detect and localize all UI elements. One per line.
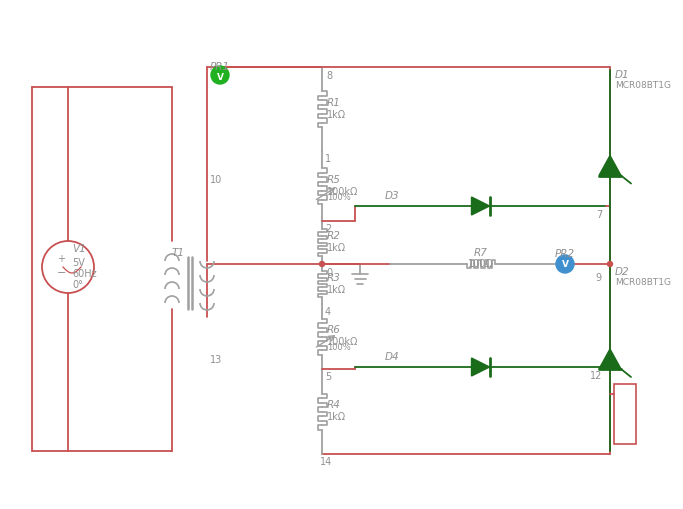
Text: 2: 2 — [325, 223, 331, 234]
Circle shape — [556, 256, 574, 273]
Text: R5: R5 — [327, 175, 341, 185]
Text: PR1: PR1 — [210, 62, 230, 72]
Text: 5V: 5V — [72, 258, 85, 267]
Text: D4: D4 — [385, 351, 400, 361]
Text: R4: R4 — [327, 400, 341, 410]
Text: R7: R7 — [474, 247, 488, 258]
Text: 10: 10 — [210, 175, 222, 185]
Text: 9: 9 — [595, 272, 601, 282]
Text: 100%: 100% — [327, 192, 351, 202]
Text: V: V — [217, 72, 223, 81]
Text: MCR08BT1G: MCR08BT1G — [615, 81, 671, 90]
Circle shape — [211, 67, 229, 85]
Text: 5: 5 — [325, 371, 331, 381]
Text: R1: R1 — [327, 98, 341, 108]
Polygon shape — [471, 358, 490, 376]
Text: D3: D3 — [385, 191, 400, 201]
Text: V: V — [561, 260, 568, 269]
Text: 1kΩ: 1kΩ — [327, 412, 346, 421]
Text: 1kΩ: 1kΩ — [327, 110, 346, 120]
Polygon shape — [471, 197, 490, 216]
Text: 1: 1 — [325, 154, 331, 164]
Text: 13: 13 — [210, 354, 222, 364]
Text: 100kΩ: 100kΩ — [327, 187, 359, 196]
Text: 0: 0 — [326, 267, 332, 277]
Text: 1kΩ: 1kΩ — [327, 243, 346, 253]
Text: +: + — [57, 253, 65, 264]
Text: 100kΩ: 100kΩ — [327, 337, 359, 347]
Text: 4: 4 — [325, 306, 331, 317]
Text: −: − — [57, 267, 66, 277]
Text: V1: V1 — [72, 243, 86, 253]
Text: 8: 8 — [326, 71, 332, 81]
Text: 1kΩ: 1kΩ — [327, 285, 346, 294]
Polygon shape — [599, 156, 621, 176]
Text: 14: 14 — [320, 456, 332, 466]
Circle shape — [607, 262, 613, 267]
Circle shape — [320, 262, 324, 267]
Text: D1: D1 — [615, 70, 630, 80]
Text: 7: 7 — [596, 210, 602, 219]
Text: R6: R6 — [327, 325, 341, 335]
Text: MCR08BT1G: MCR08BT1G — [615, 277, 671, 287]
Text: T1: T1 — [171, 247, 184, 258]
Polygon shape — [599, 349, 621, 369]
Text: 100%: 100% — [327, 343, 351, 352]
Text: 12: 12 — [590, 370, 602, 380]
Text: R3: R3 — [327, 272, 341, 282]
Text: D2: D2 — [615, 267, 630, 276]
Text: R2: R2 — [327, 231, 341, 241]
Text: 100Ω: 100Ω — [468, 259, 494, 268]
Text: 60Hz: 60Hz — [72, 268, 96, 278]
Text: PR2: PR2 — [555, 248, 575, 259]
Text: 0°: 0° — [72, 279, 83, 290]
